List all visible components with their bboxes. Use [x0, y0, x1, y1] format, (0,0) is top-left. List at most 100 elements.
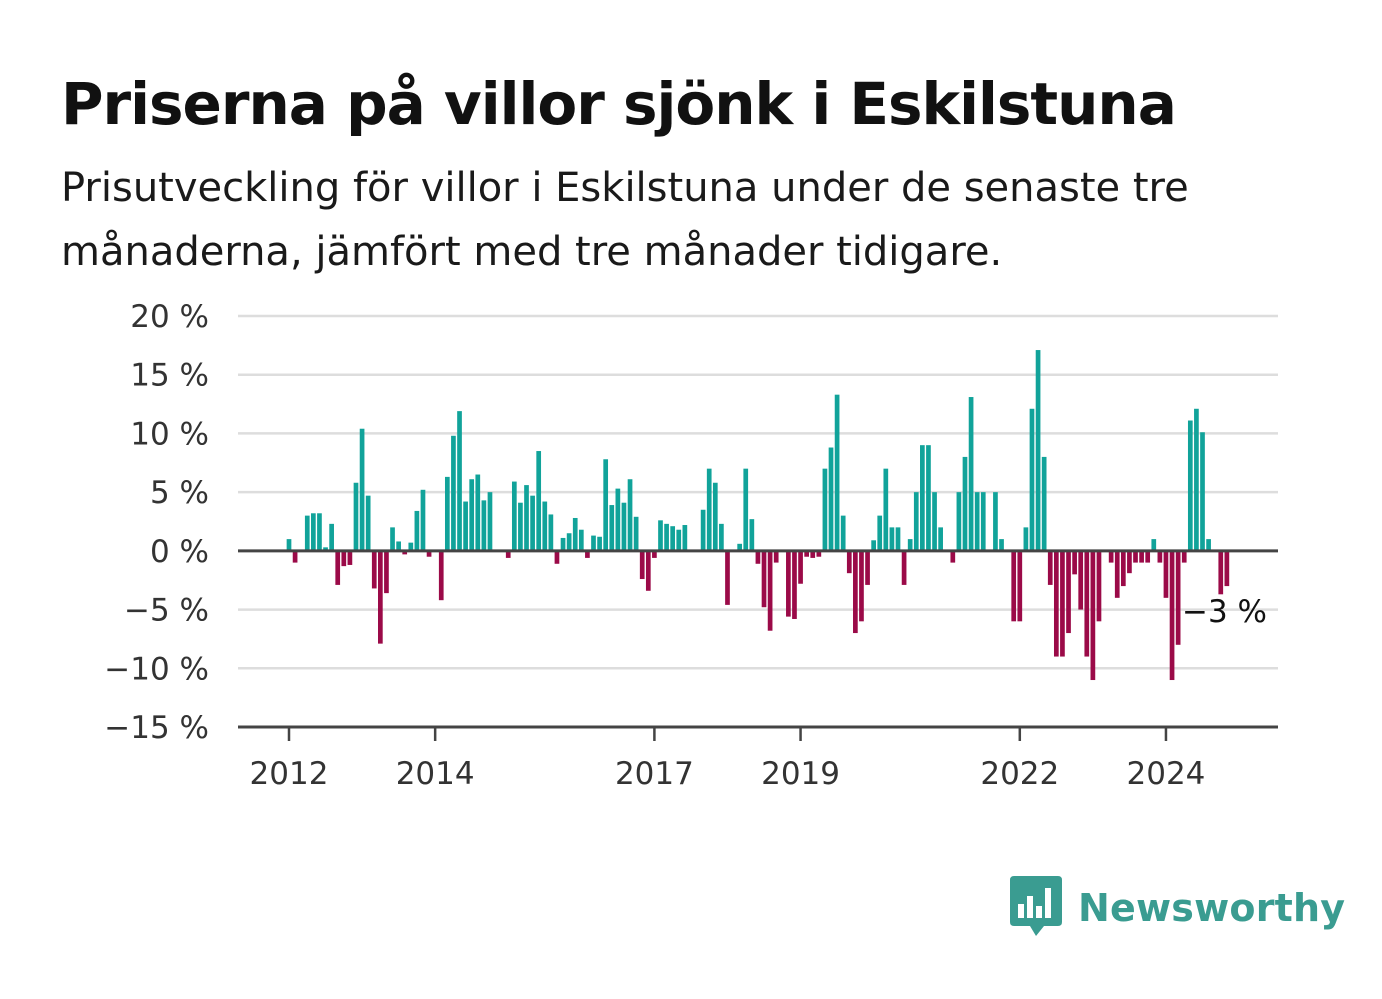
- bar: [548, 514, 554, 551]
- bar: [670, 526, 676, 551]
- bar: [1023, 527, 1029, 551]
- bar: [1224, 550, 1230, 587]
- y-axis: 20 % 15 % 10 % 5 % 0 % −5 % −10 % −15 %: [104, 299, 209, 746]
- axes: [238, 549, 1278, 729]
- chart-subtitle: Prisutveckling för villor i Eskilstuna u…: [61, 165, 1189, 275]
- bar: [1151, 539, 1157, 551]
- bar: [645, 550, 651, 591]
- bar: [901, 550, 907, 585]
- bar: [883, 468, 889, 551]
- bar: [700, 509, 706, 551]
- bar: [1187, 420, 1193, 551]
- bar: [810, 550, 816, 558]
- bar: [676, 529, 682, 551]
- bar: [840, 515, 846, 551]
- bar: [828, 447, 834, 551]
- bar: [359, 428, 365, 551]
- bar: [938, 527, 943, 551]
- bar: [505, 550, 511, 558]
- bar: [1157, 550, 1163, 563]
- bar: [712, 482, 718, 551]
- bar: [524, 485, 529, 551]
- bar: [1114, 550, 1120, 598]
- bar: [560, 537, 566, 551]
- bar: [1169, 550, 1175, 681]
- bar: [962, 456, 968, 551]
- bar: [907, 539, 913, 551]
- x-tick-label: 2022: [980, 756, 1059, 792]
- bar: [792, 550, 797, 619]
- bar: [926, 445, 931, 551]
- bar: [798, 550, 803, 584]
- bar: [603, 459, 609, 551]
- bar: [719, 523, 724, 551]
- bar: [414, 510, 420, 551]
- bar: [621, 502, 627, 551]
- bar: [1078, 550, 1084, 610]
- bar: [1200, 432, 1205, 551]
- bar: [371, 550, 377, 589]
- bar: [384, 550, 389, 594]
- bar: [834, 394, 840, 551]
- bar: [1175, 550, 1181, 645]
- bar: [426, 550, 432, 557]
- bar: [755, 550, 761, 564]
- bar: [481, 500, 487, 551]
- bar: [518, 502, 523, 551]
- x-tick-label: 2014: [396, 756, 475, 792]
- bar: [1108, 550, 1114, 563]
- bar: [457, 411, 462, 551]
- bar: [822, 468, 828, 551]
- bar: [737, 543, 743, 551]
- bar: [554, 550, 560, 564]
- x-tick-label: 2012: [250, 756, 329, 792]
- bar: [950, 550, 956, 563]
- bar: [627, 479, 633, 551]
- bar: [451, 435, 456, 551]
- bar: [889, 527, 895, 551]
- bar: [816, 550, 822, 557]
- bar: [609, 505, 615, 551]
- bar: [353, 482, 359, 551]
- bar: [913, 492, 919, 551]
- y-tick-label: 0 %: [150, 534, 209, 570]
- bar: [1017, 550, 1023, 622]
- bar: [615, 488, 621, 551]
- bar: [968, 397, 974, 551]
- bar: [804, 550, 809, 557]
- y-tick-label: 15 %: [130, 358, 209, 394]
- bar: [402, 550, 408, 555]
- bar: [1041, 456, 1047, 551]
- bar: [706, 468, 712, 551]
- bar: [1120, 550, 1126, 587]
- bar: [871, 540, 876, 551]
- bar: [743, 468, 749, 551]
- bar: [444, 476, 450, 551]
- bar: [956, 492, 962, 551]
- bar: [408, 542, 414, 551]
- bar: [542, 501, 548, 551]
- bar: [1035, 350, 1041, 551]
- bar: [1206, 539, 1211, 551]
- bar: [572, 517, 578, 551]
- bar: [1194, 408, 1199, 551]
- bar: [1133, 550, 1138, 563]
- bar: [1090, 550, 1096, 681]
- bar: [865, 550, 870, 585]
- gridlines: [238, 314, 1278, 670]
- bar: [347, 550, 353, 565]
- bar: [365, 495, 371, 551]
- y-tick-label: −5 %: [124, 593, 209, 629]
- y-tick-label: 5 %: [150, 475, 209, 511]
- y-tick-label: 10 %: [130, 416, 209, 452]
- bar: [993, 492, 998, 551]
- bar: [1084, 550, 1090, 657]
- bar: [511, 481, 517, 551]
- bar: [329, 523, 334, 551]
- bar: [767, 550, 773, 631]
- bar: [1053, 550, 1059, 657]
- bar: [390, 527, 395, 551]
- bar: [877, 515, 883, 551]
- bar: [396, 541, 401, 551]
- bar: [317, 513, 322, 551]
